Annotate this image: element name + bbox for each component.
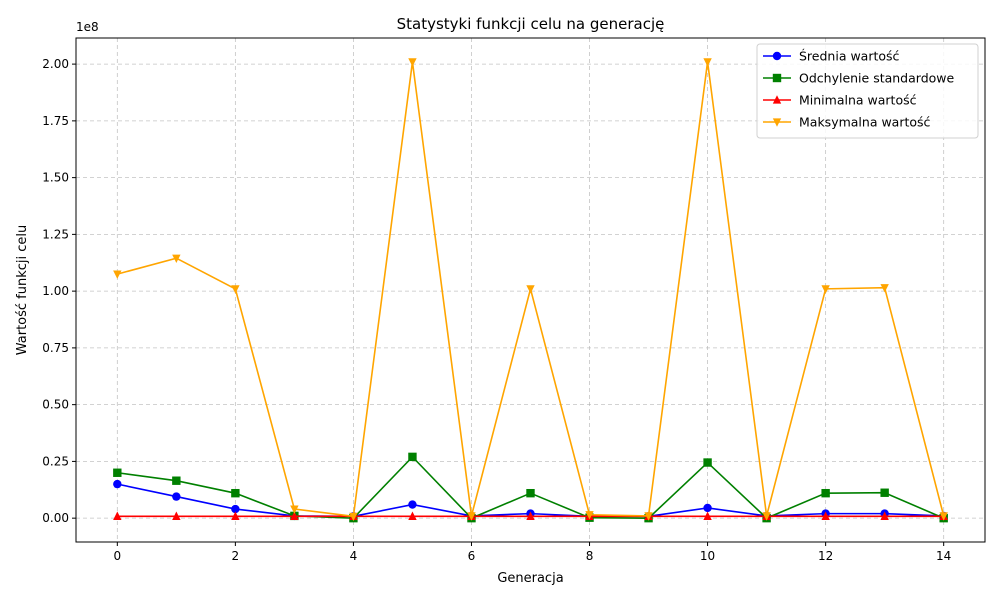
- y-tick-label: 2.00: [42, 57, 69, 71]
- data-point: [231, 285, 240, 294]
- plot-frame: [75, 37, 986, 543]
- data-point: [113, 270, 122, 279]
- data-point: [703, 511, 712, 520]
- legend-label: Odchylenie standardowe: [799, 71, 955, 86]
- data-point: [526, 488, 535, 498]
- data-point: [762, 512, 771, 521]
- data-point: [408, 500, 417, 509]
- data-point: [408, 511, 417, 520]
- chart-title: Statystyki funkcji celu na generację: [397, 15, 665, 33]
- legend-item: Średnia wartość: [763, 49, 900, 64]
- data-point: [408, 452, 417, 462]
- legend-marker: [772, 73, 782, 83]
- y-tick-label: 0.00: [42, 511, 69, 525]
- data-point: [585, 511, 594, 520]
- x-tick-label: 0: [113, 549, 121, 563]
- legend-box: [756, 43, 979, 139]
- data-point: [408, 58, 417, 67]
- data-point: [526, 511, 535, 520]
- data-point: [467, 512, 476, 521]
- x-tick-label: 14: [936, 549, 951, 563]
- legend-item: Minimalna wartość: [763, 93, 917, 108]
- y-tick-label: 0.75: [42, 341, 69, 355]
- series-3: [113, 58, 948, 522]
- data-point: [526, 285, 535, 294]
- data-point: [939, 512, 948, 521]
- y-tick-label: 1.50: [42, 171, 69, 185]
- x-tick-label: 12: [818, 549, 833, 563]
- legend-label: Maksymalna wartość: [799, 115, 931, 130]
- data-point: [290, 511, 299, 520]
- data-point: [821, 511, 830, 520]
- data-point: [703, 503, 712, 513]
- axis-ticks: 0 2 4 6 8 10 12 14 0.00 0.25 0.50 0.75 1.00 1.25 1.50 1…: [42, 57, 951, 563]
- data-point: [644, 512, 653, 521]
- y-tick-label: 0.25: [42, 454, 69, 468]
- y-axis-offset-label: 1e8: [76, 20, 99, 34]
- x-axis-title: Generacja: [497, 571, 563, 586]
- data-point: [113, 468, 122, 477]
- data-point: [880, 284, 889, 293]
- data-point: [172, 511, 181, 520]
- data-point: [880, 511, 889, 520]
- legend-marker: [772, 118, 782, 127]
- legend-item: Maksymalna wartość: [763, 115, 931, 130]
- data-point: [172, 254, 181, 264]
- data-point: [349, 512, 358, 522]
- legend-item: Odchylenie standardowe: [763, 71, 955, 86]
- x-tick-label: 10: [700, 549, 715, 563]
- series-layer: [113, 58, 948, 523]
- series-2: [113, 511, 948, 520]
- legend-label: Minimalna wartość: [799, 93, 917, 108]
- data-point: [821, 285, 830, 294]
- y-tick-label: 1.25: [42, 227, 69, 241]
- data-point: [231, 504, 240, 514]
- x-tick-label: 4: [350, 549, 358, 563]
- data-point: [113, 511, 122, 520]
- y-tick-label: 0.50: [42, 398, 69, 412]
- data-point: [172, 476, 181, 485]
- legend-marker: [772, 51, 782, 61]
- data-point: [703, 58, 712, 67]
- x-tick-label: 8: [586, 549, 594, 563]
- data-point: [231, 488, 240, 498]
- y-tick-label: 1.75: [42, 114, 69, 128]
- data-point: [880, 488, 889, 497]
- data-point: [290, 505, 299, 514]
- data-point: [113, 479, 122, 489]
- data-point: [821, 488, 830, 498]
- data-point: [231, 511, 240, 520]
- data-point: [172, 492, 181, 501]
- legend-marker: [772, 95, 782, 104]
- x-tick-label: 2: [232, 549, 240, 563]
- data-point: [703, 458, 712, 467]
- y-axis-title: Wartość funkcji celu: [15, 225, 30, 356]
- legend: Średnia wartość Odchylenie standardowe Min…: [756, 43, 979, 139]
- y-tick-label: 1.00: [42, 284, 69, 298]
- x-tick-label: 6: [468, 549, 476, 563]
- legend-label: Średnia wartość: [799, 49, 900, 64]
